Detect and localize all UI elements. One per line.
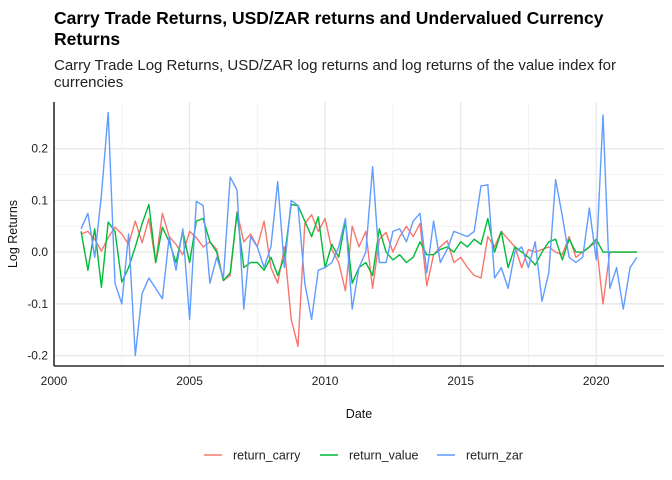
y-tick-label: 0.0 [31, 245, 48, 259]
x-tick-labels: 2000 2005 2010 2015 2020 [41, 374, 610, 388]
grid-lines [53, 102, 664, 366]
y-tick-label: 0.2 [31, 142, 48, 156]
y-tick-labels: -0.2 -0.1 0.0 0.1 0.2 [27, 142, 48, 363]
chart-title: Carry Trade Returns, USD/ZAR returns and… [54, 8, 604, 49]
y-tick-label: -0.2 [27, 349, 48, 363]
legend-label-return-zar: return_zar [466, 449, 523, 463]
axes [53, 102, 664, 367]
x-tick-label: 2000 [41, 374, 68, 388]
y-axis-label: Log Returns [6, 200, 20, 268]
x-tick-label: 2020 [583, 374, 610, 388]
legend: return_carry return_value return_zar [204, 449, 523, 463]
legend-label-return-value: return_value [349, 449, 419, 463]
series-lines [80, 111, 638, 357]
series-line-return-zar [80, 111, 638, 357]
legend-label-return-carry: return_carry [233, 449, 301, 463]
x-tick-label: 2010 [312, 374, 339, 388]
x-tick-label: 2015 [447, 374, 474, 388]
y-tick-label: 0.1 [31, 193, 48, 207]
chart-subtitle: Carry Trade Log Returns, USD/ZAR log ret… [54, 57, 616, 91]
y-tick-label: -0.1 [27, 297, 48, 311]
x-tick-label: 2005 [176, 374, 203, 388]
x-axis-label: Date [346, 407, 372, 421]
